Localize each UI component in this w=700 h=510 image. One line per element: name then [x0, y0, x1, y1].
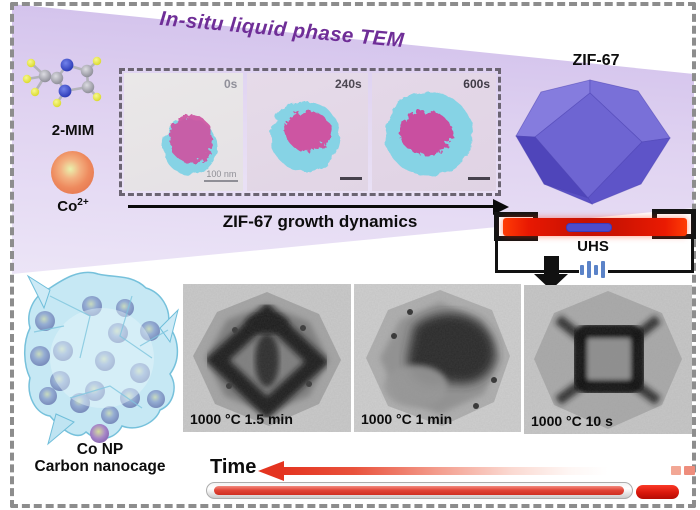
co-np-label: Co NP: [76, 441, 124, 458]
anneal-caption: 1000 °C 10 s: [531, 413, 613, 429]
zif-particle-600s: [384, 92, 473, 176]
zif-particle-240s: [270, 101, 341, 171]
time-arrow-dash: [671, 466, 681, 475]
carbon-nanocage-icon: [24, 271, 179, 446]
time-label: Time: [210, 456, 257, 478]
battery-icon: [587, 261, 591, 278]
mim-label: 2-MIM: [51, 122, 95, 139]
uhs-label: UHS: [577, 238, 609, 255]
circuit-wire-left: [495, 239, 498, 272]
nanocage-particle-image: [183, 284, 351, 432]
co-np-icon: [90, 424, 109, 443]
circuit-wire-bottom-left: [495, 270, 579, 273]
tem-frame-240s: 240s: [247, 73, 368, 191]
frame-time-label: 240s: [334, 77, 362, 91]
heating-tube-fill: [214, 486, 624, 495]
battery-icon: [594, 265, 598, 275]
time-arrow-head-icon: [258, 461, 284, 481]
growth-arrow-head: [493, 199, 509, 215]
tem-frame-0s: 0s 100 nm: [124, 73, 244, 191]
insitu-tem-frame-strip: 0s 100 nm 240s 600s: [119, 68, 501, 196]
time-arrow-body: [282, 467, 608, 475]
co-base: Co: [57, 198, 78, 215]
tem-image-1000c-1min: 1000 °C 1 min: [354, 284, 521, 432]
scalebar-label: 100 nm: [204, 169, 239, 182]
zif-film-chip: [566, 223, 612, 232]
circuit-wire-bottom-right: [608, 270, 694, 273]
zif67-crystal-icon: [515, 79, 671, 205]
scalebar: [339, 177, 362, 180]
anneal-caption: 1000 °C 1.5 min: [190, 411, 293, 427]
nanocage-particle-image: [524, 285, 692, 434]
co-sup: 2+: [77, 197, 89, 208]
heating-tube-tip: [636, 485, 679, 499]
frame-time-label: 600s: [463, 77, 490, 91]
zif-particle-0s: [163, 115, 217, 175]
2-mim-molecule-icon: [22, 56, 102, 108]
anneal-caption: 1000 °C 1 min: [361, 411, 453, 427]
nanocage-particle-image: [354, 284, 521, 432]
battery-icon: [580, 265, 584, 275]
growth-arrow-line: [128, 205, 496, 208]
time-arrow-dash: [684, 466, 695, 475]
cobalt-ion-icon: [51, 151, 94, 194]
carbon-nanocage-label: Carbon nanocage: [34, 458, 166, 475]
frame-time-label: 0s: [223, 77, 238, 91]
tem-image-1000c-10s: 1000 °C 10 s: [524, 285, 692, 434]
cobalt-ion-label: Co2+: [36, 197, 110, 215]
tem-frame-600s: 600s: [371, 73, 496, 191]
tem-image-1000c-1p5min: 1000 °C 1.5 min: [183, 284, 351, 432]
battery-icon: [601, 261, 605, 278]
down-arrow-icon: [544, 256, 559, 275]
circuit-wire-right: [691, 238, 694, 272]
zif67-label: ZIF-67: [572, 52, 620, 69]
scalebar: [468, 177, 490, 180]
growth-dynamics-label: ZIF-67 growth dynamics: [222, 212, 418, 231]
figure-dashed-border: [10, 2, 696, 508]
